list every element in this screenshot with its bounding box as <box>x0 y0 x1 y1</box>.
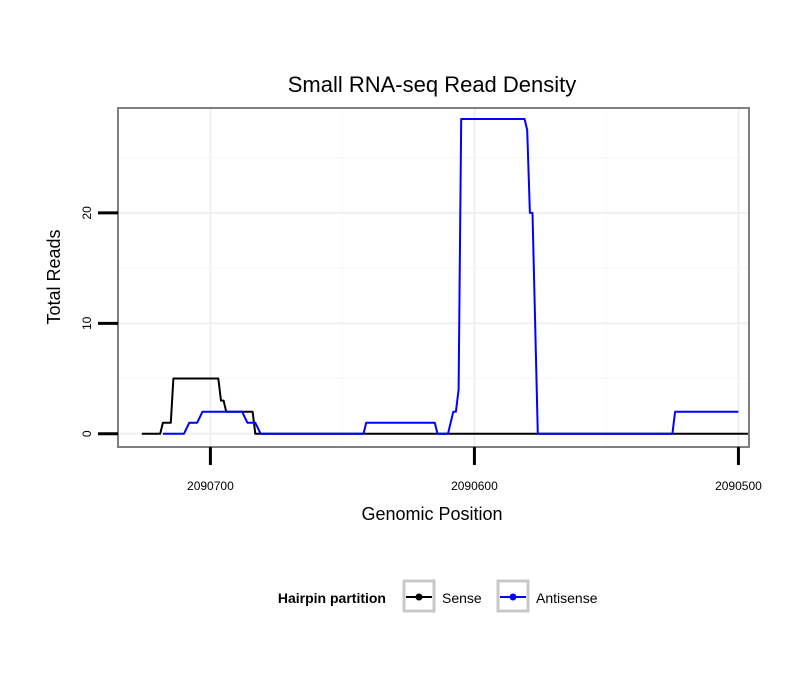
x-tick-label: 2090700 <box>187 479 234 493</box>
plot-panel-border <box>117 107 750 448</box>
legend-key-antisense-point <box>509 593 517 601</box>
y-axis-title: Total Reads <box>44 229 64 324</box>
legend-label-sense: Sense <box>442 590 482 606</box>
legend: Hairpin partition Sense Antisense <box>278 579 598 613</box>
x-tick-label: 2090500 <box>715 479 762 493</box>
y-axis: 0 10 20 <box>80 206 118 437</box>
x-axis: 2090700 2090600 2090500 <box>187 447 762 493</box>
series-line-antisense <box>162 118 739 435</box>
legend-title: Hairpin partition <box>278 590 386 606</box>
series-line-sense <box>141 377 749 435</box>
legend-key-sense-point <box>415 593 423 601</box>
y-tick-label: 0 <box>80 430 94 437</box>
grid-minor <box>118 108 749 447</box>
grid-major <box>118 108 749 447</box>
y-tick-label: 10 <box>80 316 94 330</box>
chart-title: Small RNA-seq Read Density <box>288 72 577 97</box>
x-axis-title: Genomic Position <box>361 504 502 524</box>
legend-label-antisense: Antisense <box>536 590 598 606</box>
y-tick-label: 20 <box>80 206 94 220</box>
x-tick-label: 2090600 <box>451 479 498 493</box>
series-layer <box>141 118 749 435</box>
